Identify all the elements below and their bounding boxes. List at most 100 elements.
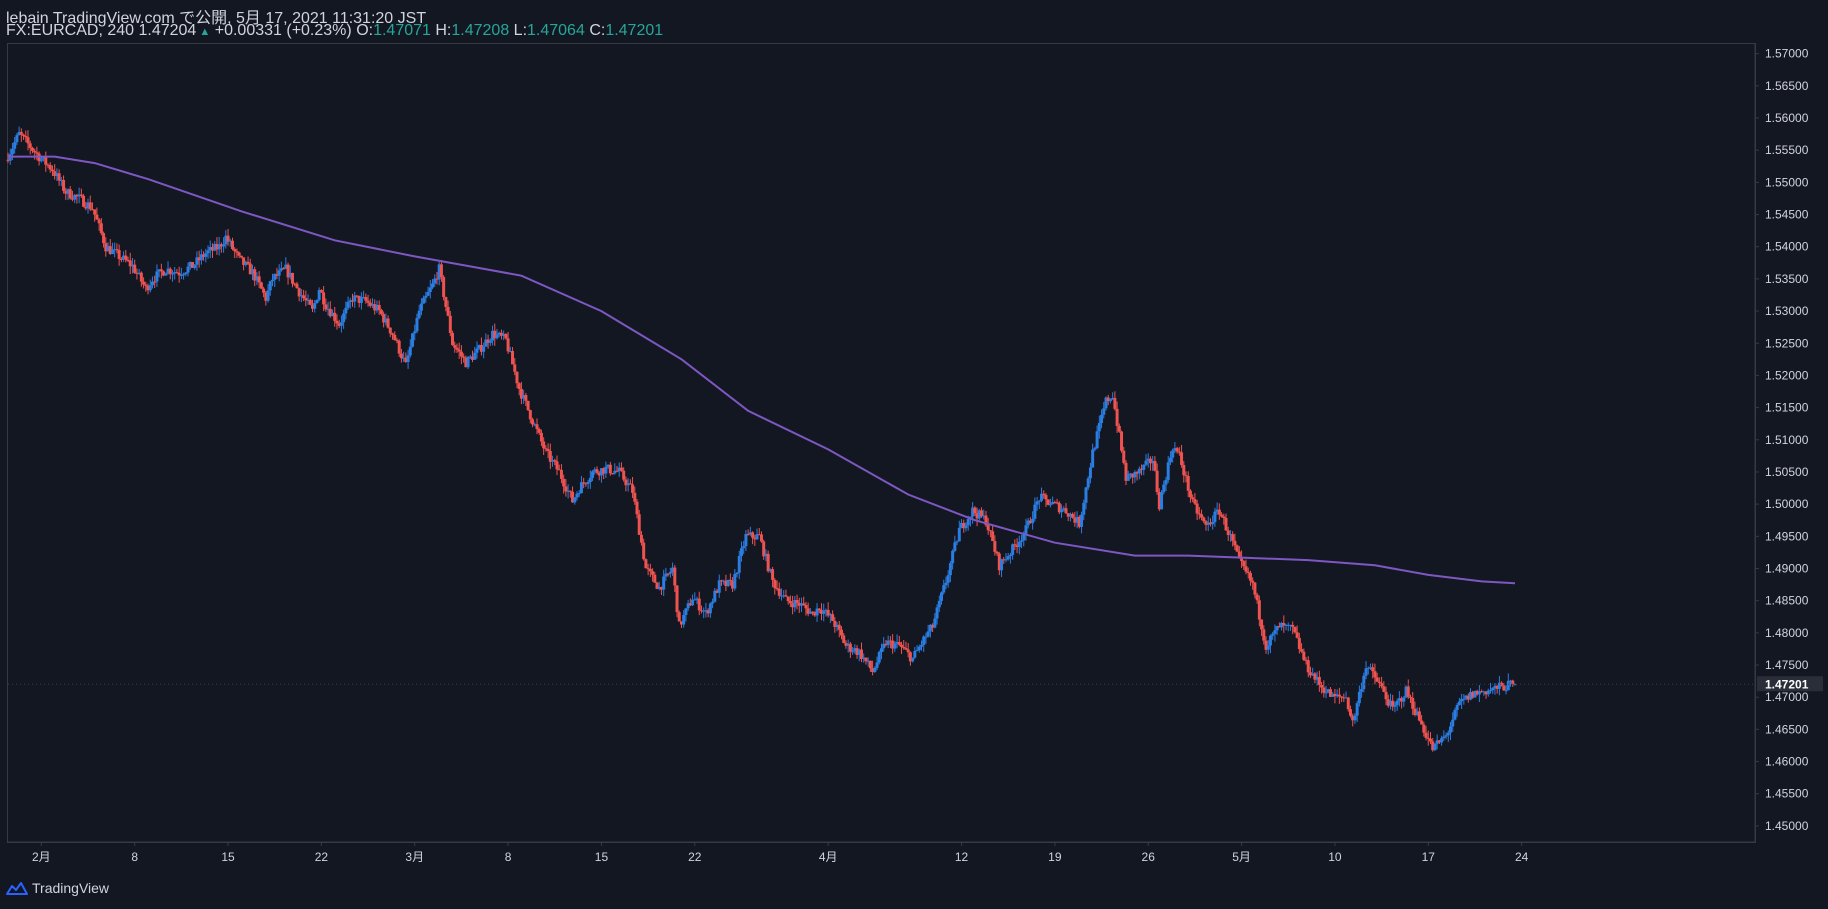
candle-body: [186, 266, 190, 273]
candle-body: [1211, 521, 1215, 525]
candle-body: [762, 541, 766, 557]
candle-body: [1480, 691, 1484, 693]
candle-body: [455, 347, 459, 350]
candle-body: [606, 464, 610, 467]
candle-body: [897, 642, 901, 645]
y-tick-label: 1.46000: [1765, 755, 1809, 769]
candle-body: [1168, 457, 1172, 463]
candle-body: [791, 603, 795, 608]
candle-body: [833, 620, 837, 628]
candle-body: [504, 333, 508, 339]
candle-body: [1328, 689, 1332, 697]
candle-body: [773, 579, 777, 589]
candle-body: [935, 607, 939, 619]
open-value: 1.47071: [373, 22, 431, 39]
candle-body: [815, 608, 819, 616]
candle-body: [539, 432, 543, 442]
candle-body: [379, 310, 383, 315]
high-value: 1.47208: [451, 22, 510, 39]
current-price-label: 1.47201: [1765, 677, 1809, 691]
candle-body: [1055, 502, 1059, 504]
candle-body: [411, 333, 415, 347]
candle-body: [290, 272, 294, 284]
candle-body: [1275, 626, 1279, 631]
candle-body: [179, 274, 183, 276]
y-tick-label: 1.55500: [1765, 143, 1809, 157]
candle-body: [1235, 545, 1239, 552]
candle-body: [928, 624, 932, 632]
candle-body: [417, 310, 421, 318]
candle-body: [880, 648, 883, 653]
candle-body: [193, 264, 197, 268]
x-tick-label: 8: [505, 850, 512, 864]
y-tick-label: 1.47500: [1765, 658, 1809, 672]
candle-body: [268, 281, 272, 291]
candle-body: [515, 371, 519, 384]
candle-body: [626, 483, 630, 486]
candle-body: [1397, 698, 1401, 701]
candle-body: [971, 507, 975, 517]
y-tick-label: 1.54500: [1765, 208, 1809, 222]
candle-body: [1155, 470, 1159, 493]
candle-body: [944, 582, 948, 586]
candle-body: [533, 424, 537, 426]
candle-body: [1388, 700, 1392, 706]
up-triangle-icon: ▲: [196, 26, 211, 38]
candle-body: [1244, 566, 1248, 572]
candle-body: [1502, 685, 1506, 691]
candle-body: [1420, 720, 1424, 725]
candle-body: [182, 274, 186, 276]
candle-body: [1462, 698, 1466, 700]
candle-body: [937, 600, 941, 608]
symbol-quote-line: FX:EURCAD, 240 1.47204 ▲ +0.00331 (+0.23…: [6, 22, 663, 40]
candle-body: [33, 150, 37, 153]
candle-body: [1162, 484, 1166, 493]
candle-body: [1413, 708, 1417, 715]
candle-body: [448, 315, 452, 333]
candle-body: [615, 470, 619, 472]
candle-body: [1466, 695, 1470, 700]
y-tick-label: 1.53000: [1765, 304, 1809, 318]
candle-body: [1048, 504, 1052, 506]
candle-body: [133, 264, 137, 273]
candle-body: [1302, 651, 1306, 660]
candle-body: [771, 569, 775, 580]
candle-body: [35, 152, 39, 154]
candle-body: [686, 603, 690, 609]
candle-body: [924, 636, 928, 638]
candle-body: [184, 272, 188, 275]
candle-body: [230, 240, 234, 250]
candle-body: [235, 251, 239, 253]
candle-body: [528, 410, 532, 420]
candle-body: [1068, 513, 1072, 517]
candle-body: [1373, 671, 1377, 678]
candle-body: [82, 195, 86, 207]
candle-body: [482, 346, 486, 352]
candle-body: [24, 135, 28, 138]
candle-body: [1451, 719, 1455, 727]
candle-body: [306, 299, 310, 301]
candle-body: [671, 567, 675, 572]
candle-body: [262, 288, 266, 293]
candle-body: [622, 470, 626, 480]
candle-body: [608, 464, 612, 474]
candle-body: [1088, 467, 1092, 479]
candle-body: [1204, 521, 1208, 525]
candle-body: [717, 580, 721, 593]
candle-body: [190, 262, 194, 268]
candle-body: [95, 214, 99, 220]
candle-body: [1395, 700, 1399, 706]
candle-body: [88, 202, 92, 210]
candle-body: [1124, 462, 1128, 481]
y-tick-label: 1.51500: [1765, 401, 1809, 415]
candle-body: [964, 525, 968, 529]
candle-body: [1028, 520, 1032, 524]
candle-body: [1400, 698, 1404, 702]
candle-body: [688, 603, 692, 606]
candle-body: [691, 599, 695, 606]
candle-body: [837, 624, 841, 630]
candle-body: [599, 468, 603, 476]
candle-body: [826, 609, 830, 616]
candle-body: [559, 469, 563, 479]
